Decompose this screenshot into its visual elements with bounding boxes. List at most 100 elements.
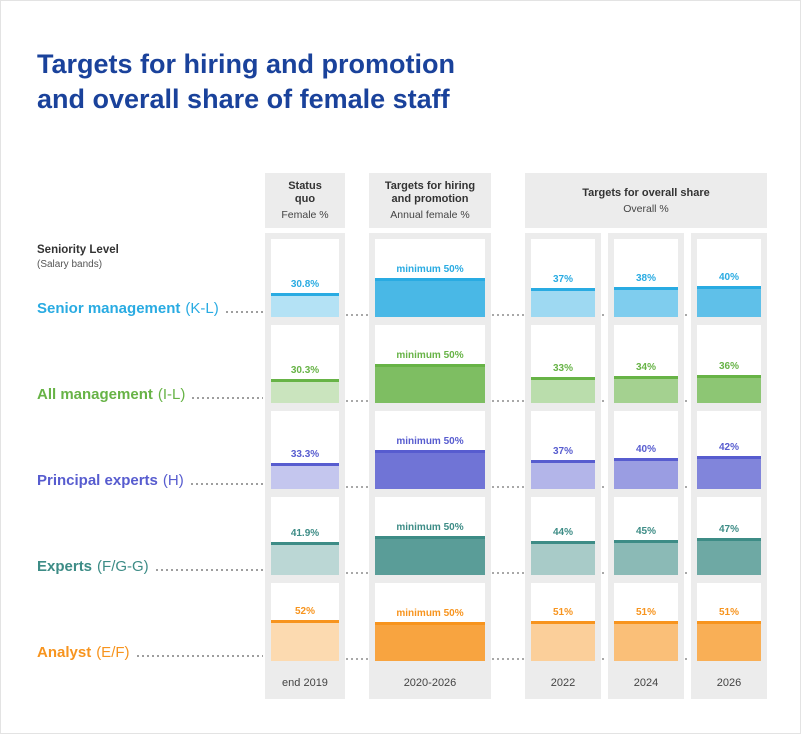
bar-value-label: 33% [552,363,573,374]
bar [271,463,339,489]
bar-cell: minimum 50% [375,325,485,403]
bar-cell: minimum 50% [375,411,485,489]
dotted-leader [225,311,263,313]
column-footer-label: end 2019 [282,677,328,689]
bar-value-label: 30.3% [290,365,320,376]
row-name: Senior management [37,300,181,317]
dotted-leader [155,569,263,571]
bar-cell: 52% [271,583,339,661]
bar-cell: 33.3% [271,411,339,489]
row-divider-dots [602,572,607,574]
row-divider-dots [602,314,607,316]
bar-value-label: 37% [552,274,573,285]
bar-value-label: 51% [552,607,573,618]
bar [375,278,485,317]
bar-value-label: 40% [635,444,656,455]
bar-value-label: 52% [294,606,315,617]
column-strip-2026: 40% 36% 42% 47% 51% 2026 [691,233,767,699]
column-group-header-status-quo: Status quo Female % [265,173,345,228]
bar-value-label: 51% [635,607,656,618]
bar-cell: 51% [614,583,678,661]
row-divider-dots [602,486,607,488]
bar-value-label: 38% [635,273,656,284]
bar-cell: 40% [614,411,678,489]
row-salary-band: (E/F) [96,644,130,661]
bar [531,541,595,575]
bar-cell: 40% [697,239,761,317]
row-name: All management [37,386,153,403]
column-group-title: Status quo [288,180,322,205]
bar-value-label: 37% [552,446,573,457]
row-name: Experts [37,558,93,575]
row-divider-dots [346,658,368,660]
row-salary-band: (I-L) [157,386,186,403]
row-name: Principal experts [37,472,158,489]
bar-value-label: 45% [635,526,656,537]
bar-value-label: 36% [718,361,739,372]
bar-value-label: 41.9% [290,528,320,539]
seniority-axis-label: Seniority Level (Salary bands) [37,244,119,270]
bar-value-label: minimum 50% [396,522,464,533]
bar [614,376,678,403]
bar [697,621,761,661]
bar-value-label: minimum 50% [396,608,464,619]
row-divider-dots [685,658,690,660]
bar-cell: 30.3% [271,325,339,403]
row-divider-dots [346,400,368,402]
bar [614,287,678,317]
row-divider-dots [492,486,524,488]
bar-cell: minimum 50% [375,239,485,317]
bar [271,379,339,403]
bar [531,460,595,489]
bar [375,536,485,575]
bar [375,364,485,403]
column-group-subtitle: Overall % [623,202,669,215]
row-divider-dots [346,314,368,316]
bar-value-label: 42% [718,442,739,453]
row-name: Analyst [37,644,92,661]
bar [697,456,761,489]
column-group-subtitle: Female % [281,209,329,221]
bar-value-label: minimum 50% [396,264,464,275]
column-group-title: Targets for hiring and promotion [384,180,476,205]
bar [614,540,678,575]
bar-cell: 44% [531,497,595,575]
column-strip-2022: 37% 33% 37% 44% 51% 2022 [525,233,601,699]
row-divider-dots [492,400,524,402]
bar [531,377,595,403]
bar [375,622,485,661]
row-divider-dots [492,314,524,316]
bar [614,621,678,661]
dotted-leader [192,397,263,399]
column-footer-label: 2022 [550,677,576,689]
column-strip-2024: 38% 34% 40% 45% 51% 2024 [608,233,684,699]
row-divider-dots [346,486,368,488]
seniority-axis-title: Seniority Level [37,244,119,256]
row-label-experts: Experts (F/G-G) [37,549,265,575]
column-group-header-targets-for-overall-share: Targets for overall share Overall % [525,173,767,228]
bar [271,293,339,317]
bar-value-label: 34% [635,362,656,373]
page-title: Targets for hiring and promotion and ove… [37,47,455,117]
row-divider-dots [685,400,690,402]
row-divider-dots [685,486,690,488]
row-divider-dots [602,658,607,660]
column-strip-2020-2026: minimum 50% minimum 50% minimum 50% minimum… [369,233,491,699]
column-group-header-targets-for-hiring-and-promotion: Targets for hiring and promotion Annual f… [369,173,491,228]
bar-value-label: 40% [718,272,739,283]
bar [531,288,595,317]
bar-cell: 34% [614,325,678,403]
bar-cell: 33% [531,325,595,403]
bar-cell: 51% [531,583,595,661]
bar-cell: 37% [531,411,595,489]
row-divider-dots [492,658,524,660]
row-salary-band: (K-L) [185,300,219,317]
row-label-analyst: Analyst (E/F) [37,635,265,661]
bar-cell: 41.9% [271,497,339,575]
bar-value-label: 44% [552,527,573,538]
row-divider-dots [602,400,607,402]
column-footer-label: 2024 [633,677,659,689]
bar-cell: 42% [697,411,761,489]
bar [697,375,761,403]
